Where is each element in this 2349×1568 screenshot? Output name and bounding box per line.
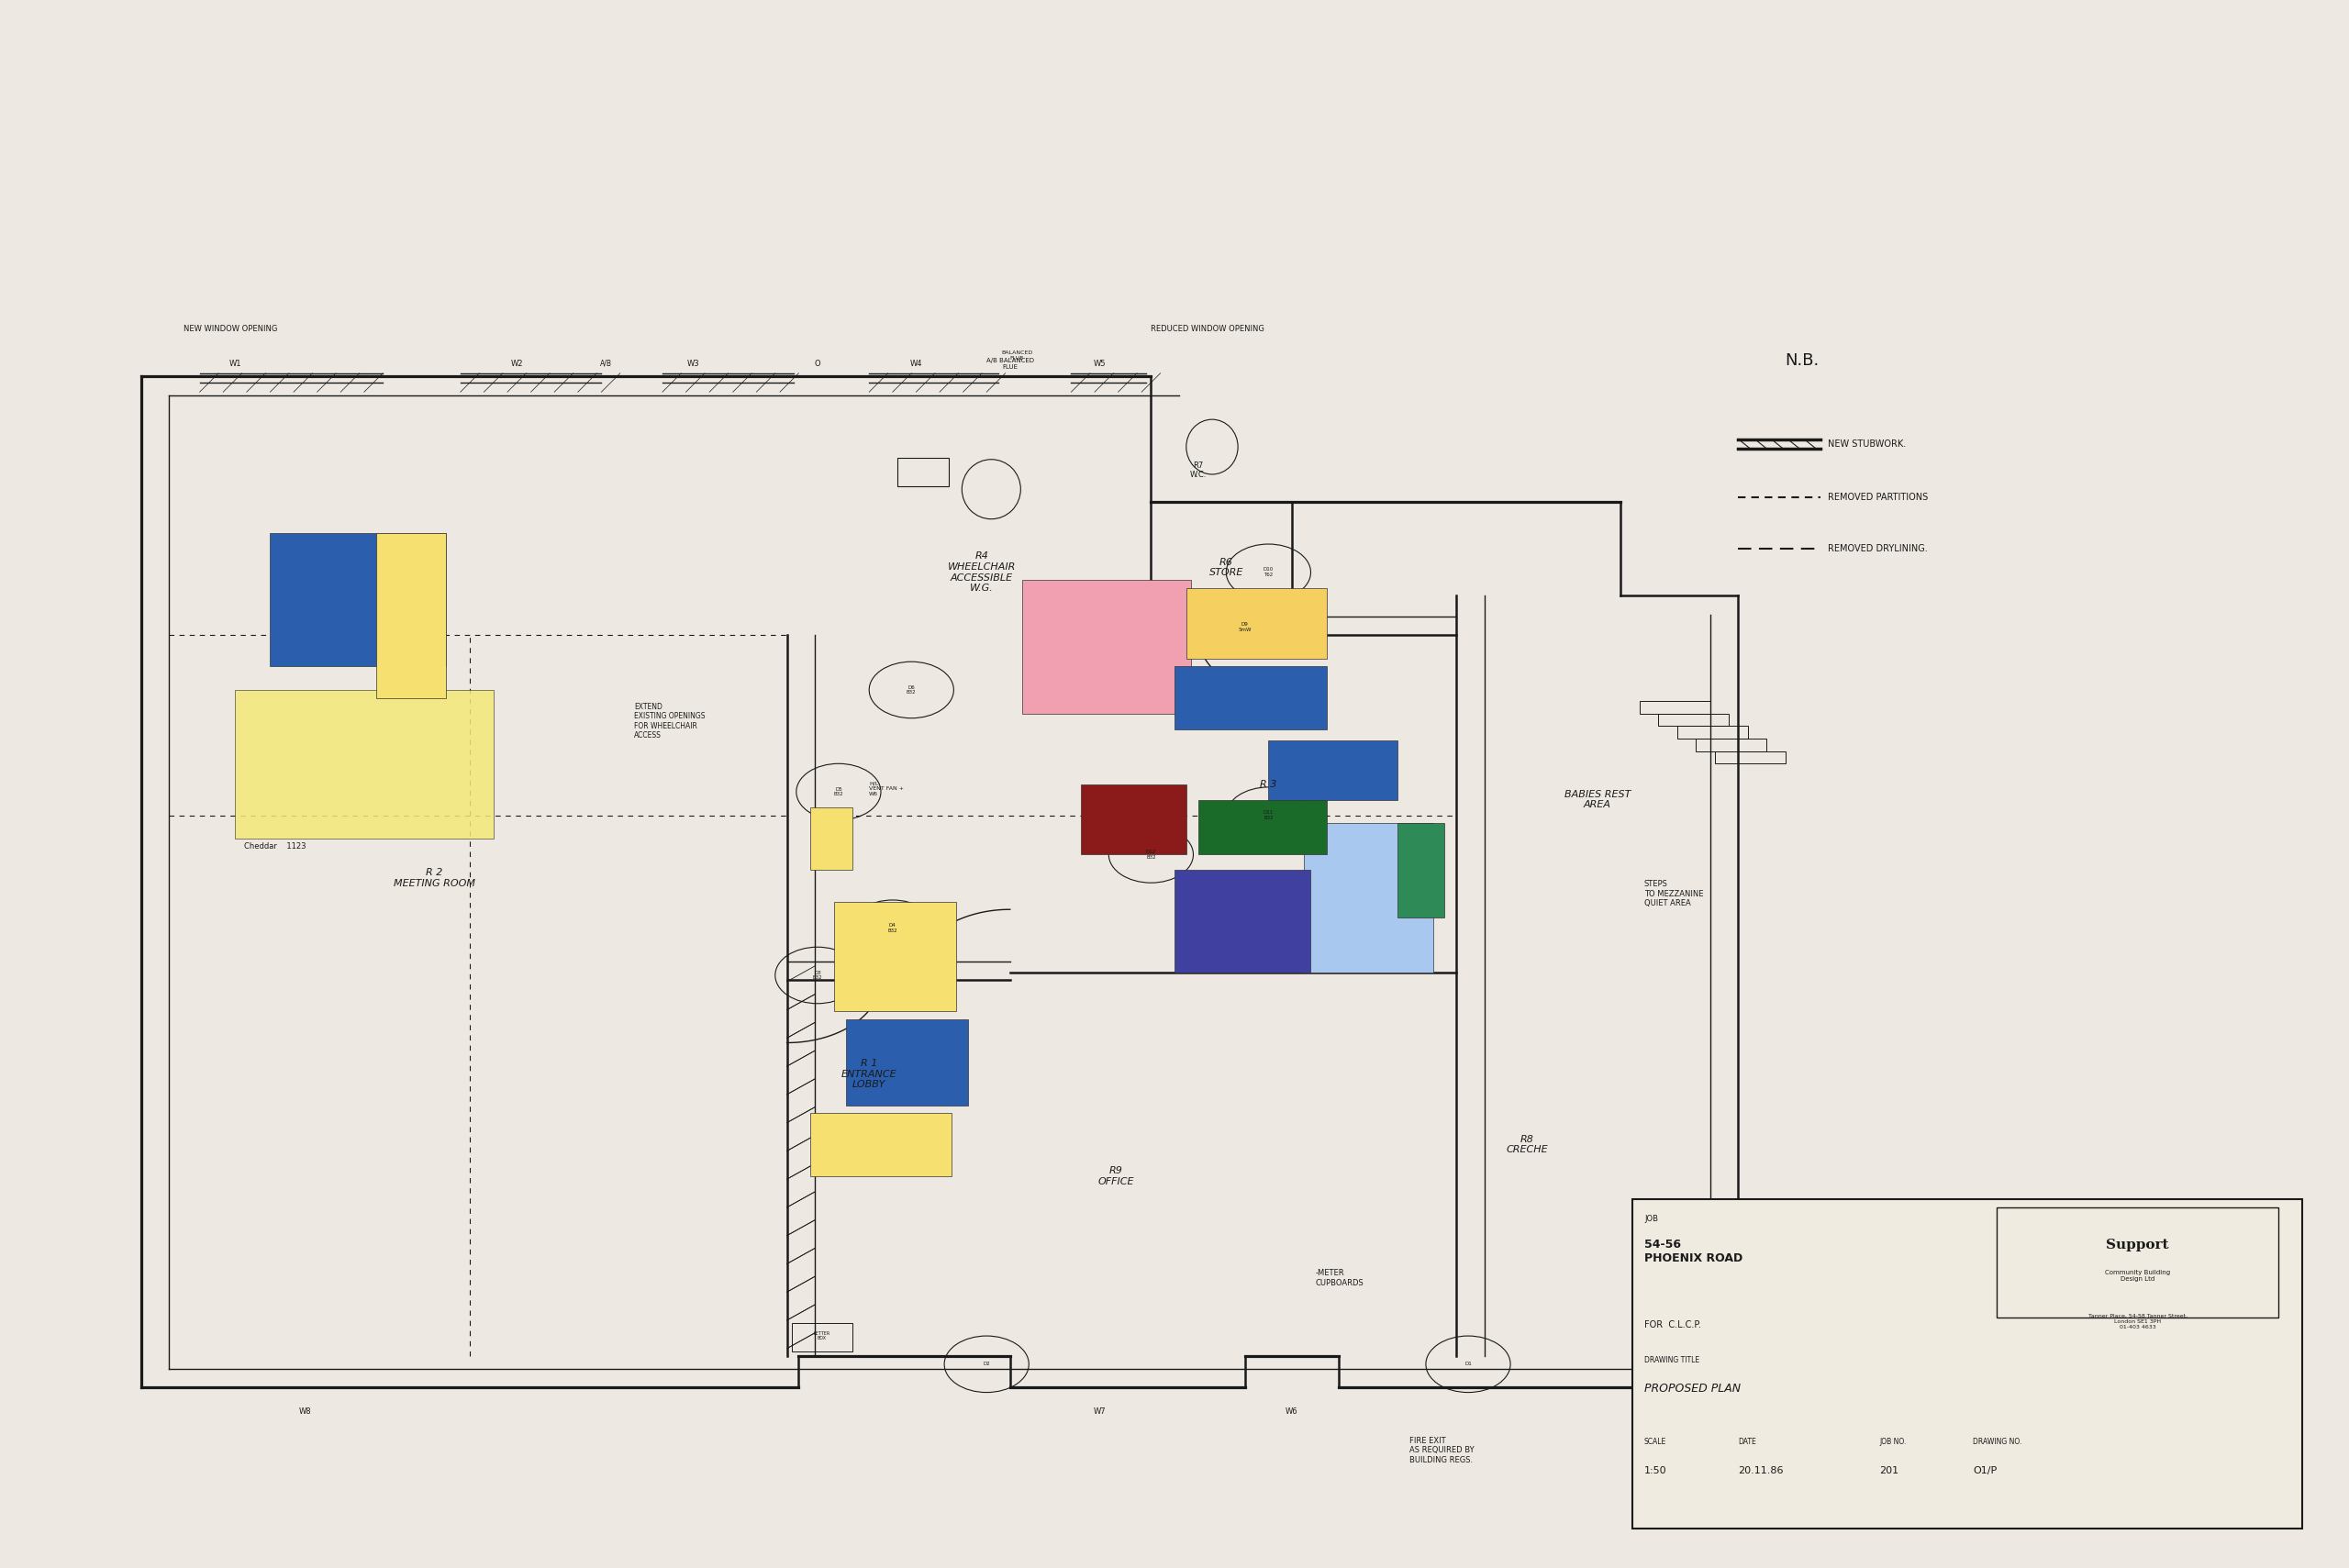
Text: R7
W.C.: R7 W.C. bbox=[1189, 461, 1207, 480]
Text: LETTER
BOX: LETTER BOX bbox=[813, 1331, 832, 1341]
Text: O: O bbox=[815, 359, 820, 368]
Text: N.B.: N.B. bbox=[1785, 353, 1820, 368]
Text: W4: W4 bbox=[909, 359, 923, 368]
Text: W2: W2 bbox=[510, 359, 524, 368]
Text: SCALE: SCALE bbox=[1644, 1438, 1665, 1446]
Bar bbox=[1696, 739, 1766, 751]
Text: 201: 201 bbox=[1879, 1466, 1898, 1475]
Bar bbox=[810, 1113, 951, 1176]
Text: D10
T62: D10 T62 bbox=[1264, 568, 1273, 577]
Text: DATE: DATE bbox=[1738, 1438, 1757, 1446]
Text: W6: W6 bbox=[1285, 1406, 1299, 1416]
Bar bbox=[1640, 701, 1710, 713]
Bar bbox=[1304, 823, 1433, 972]
Text: 54-56
PHOENIX ROAD: 54-56 PHOENIX ROAD bbox=[1644, 1239, 1743, 1264]
Text: R6
STORE: R6 STORE bbox=[1210, 558, 1243, 577]
Bar bbox=[1268, 740, 1398, 800]
Bar bbox=[235, 690, 493, 839]
Bar bbox=[1081, 784, 1186, 855]
Text: W7: W7 bbox=[1092, 1406, 1106, 1416]
Text: D5
B32: D5 B32 bbox=[834, 787, 843, 797]
Text: PROPOSED PLAN: PROPOSED PLAN bbox=[1644, 1383, 1741, 1396]
Text: W5: W5 bbox=[1092, 359, 1106, 368]
Text: R 2
MEETING ROOM: R 2 MEETING ROOM bbox=[395, 869, 474, 887]
Bar bbox=[897, 458, 949, 486]
Bar bbox=[1174, 870, 1311, 972]
Text: D12
B32: D12 B32 bbox=[1146, 850, 1156, 859]
Text: NEW STUBWORK.: NEW STUBWORK. bbox=[1828, 439, 1905, 448]
Bar bbox=[1658, 713, 1729, 726]
Text: R 1
ENTRANCE
LOBBY: R 1 ENTRANCE LOBBY bbox=[841, 1058, 897, 1090]
Text: O1/P: O1/P bbox=[1973, 1466, 1997, 1475]
Text: 1:50: 1:50 bbox=[1644, 1466, 1668, 1475]
Text: DRAWING NO.: DRAWING NO. bbox=[1973, 1438, 2022, 1446]
Text: D4
B32: D4 B32 bbox=[888, 924, 897, 933]
Text: EXTEND
EXISTING OPENINGS
FOR WHEELCHAIR
ACCESS: EXTEND EXISTING OPENINGS FOR WHEELCHAIR … bbox=[634, 702, 705, 740]
Text: FIRE EXIT
AS REQUIRED BY
BUILDING REGS.: FIRE EXIT AS REQUIRED BY BUILDING REGS. bbox=[1409, 1436, 1475, 1465]
Text: W3: W3 bbox=[686, 359, 700, 368]
Bar bbox=[846, 1019, 968, 1105]
Text: R9
OFFICE: R9 OFFICE bbox=[1097, 1167, 1135, 1185]
Text: R8
CRECHE: R8 CRECHE bbox=[1506, 1135, 1548, 1154]
Text: BABIES REST
AREA: BABIES REST AREA bbox=[1564, 790, 1630, 809]
Text: JOB: JOB bbox=[1644, 1215, 1658, 1223]
Text: FOR  C.L.C.P.: FOR C.L.C.P. bbox=[1644, 1320, 1701, 1330]
Text: A/B: A/B bbox=[599, 359, 613, 368]
Text: H/L
VENT FAN +
W6: H/L VENT FAN + W6 bbox=[869, 781, 904, 797]
Bar bbox=[1022, 580, 1191, 713]
Bar bbox=[1677, 726, 1748, 739]
Text: JOB NO.: JOB NO. bbox=[1879, 1438, 1905, 1446]
Text: D6
B32: D6 B32 bbox=[907, 685, 916, 695]
Text: R 3: R 3 bbox=[1259, 779, 1278, 789]
Text: BALANCED
FLUE: BALANCED FLUE bbox=[1001, 351, 1034, 361]
Text: DRAWING TITLE: DRAWING TITLE bbox=[1644, 1356, 1698, 1364]
Bar bbox=[1398, 823, 1445, 917]
Bar bbox=[1715, 751, 1785, 764]
Text: D2: D2 bbox=[982, 1363, 991, 1366]
Text: REMOVED DRYLINING.: REMOVED DRYLINING. bbox=[1828, 544, 1926, 554]
Text: REMOVED PARTITIONS: REMOVED PARTITIONS bbox=[1828, 492, 1929, 502]
Text: REDUCED WINDOW OPENING: REDUCED WINDOW OPENING bbox=[1151, 325, 1264, 334]
Text: D1: D1 bbox=[1463, 1363, 1473, 1366]
Text: 20.11.86: 20.11.86 bbox=[1738, 1466, 1783, 1475]
Bar bbox=[376, 533, 446, 698]
Text: Support: Support bbox=[2107, 1239, 2168, 1251]
Text: D9
5mW: D9 5mW bbox=[1238, 622, 1252, 632]
Text: W1: W1 bbox=[228, 359, 242, 368]
Bar bbox=[810, 808, 853, 870]
Text: D11
B32: D11 B32 bbox=[1264, 811, 1273, 820]
Text: W8: W8 bbox=[298, 1406, 312, 1416]
Bar bbox=[1997, 1207, 2279, 1317]
Text: NEW WINDOW OPENING: NEW WINDOW OPENING bbox=[183, 325, 277, 334]
Text: -METER
CUPBOARDS: -METER CUPBOARDS bbox=[1315, 1269, 1365, 1287]
Text: D3
B32: D3 B32 bbox=[813, 971, 822, 980]
Bar bbox=[1186, 588, 1327, 659]
Text: R4
WHEELCHAIR
ACCESSIBLE
W.G.: R4 WHEELCHAIR ACCESSIBLE W.G. bbox=[947, 552, 1017, 593]
Text: Tanner Place, 54-58 Tanner Street,
London SE1 3PH
01-403 4633: Tanner Place, 54-58 Tanner Street, Londo… bbox=[2088, 1314, 2187, 1330]
Bar bbox=[1174, 666, 1327, 729]
Text: Community Building
Design Ltd: Community Building Design Ltd bbox=[2105, 1270, 2170, 1283]
Bar bbox=[834, 902, 956, 1011]
Bar bbox=[1198, 800, 1327, 855]
Bar bbox=[792, 1323, 853, 1352]
Text: Cheddar    1123: Cheddar 1123 bbox=[244, 842, 305, 851]
Bar bbox=[270, 533, 446, 666]
Bar bbox=[1633, 1200, 2302, 1529]
Text: A/B BALANCED
FLUE: A/B BALANCED FLUE bbox=[987, 358, 1034, 370]
Text: STEPS
TO MEZZANINE
QUIET AREA: STEPS TO MEZZANINE QUIET AREA bbox=[1644, 880, 1703, 908]
